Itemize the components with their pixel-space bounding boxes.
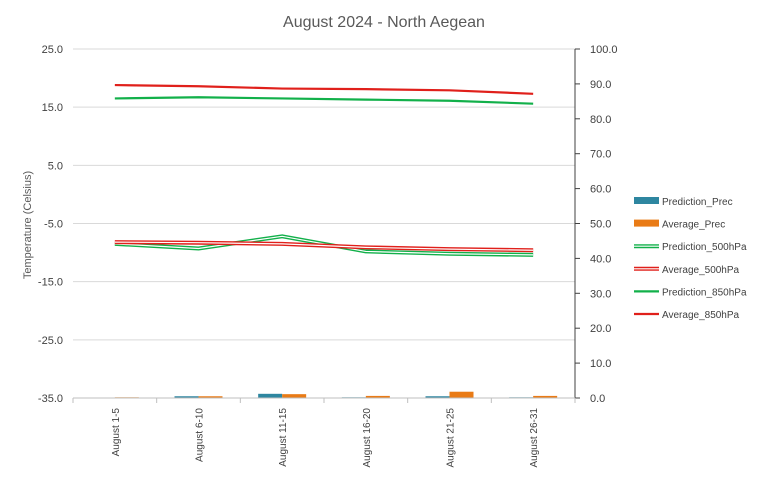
x-tick-label: August 16-20 bbox=[362, 408, 373, 468]
line-core-Average_500hPa bbox=[114, 241, 534, 251]
y2-tick-label: 40.0 bbox=[590, 253, 611, 265]
x-tick-label: August 21-25 bbox=[446, 408, 457, 468]
bar-Average_Prec bbox=[533, 395, 558, 398]
y-tick-label: -35.0 bbox=[38, 393, 63, 405]
y2-tick-label: 20.0 bbox=[590, 323, 611, 335]
y2-tick-label: 100.0 bbox=[590, 44, 618, 56]
legend-label: Prediction_850hPa bbox=[662, 287, 747, 298]
y-tick-label: 15.0 bbox=[42, 102, 63, 114]
gridlines bbox=[73, 48, 575, 399]
x-tick-label: August 11-15 bbox=[278, 408, 289, 467]
y2-tick-label: 10.0 bbox=[590, 358, 611, 370]
y2-tick-label: 70.0 bbox=[590, 149, 611, 161]
chart-title: August 2024 - North Aegean bbox=[283, 14, 485, 31]
y-axis-title: Temperature (Celsius) bbox=[22, 171, 34, 279]
bar-Prediction_Prec bbox=[174, 396, 199, 398]
y-tick-label: 25.0 bbox=[42, 44, 63, 56]
legend-label: Prediction_Prec bbox=[662, 197, 733, 208]
legend-swatch bbox=[634, 219, 659, 227]
y2-tick-label: 50.0 bbox=[590, 219, 611, 231]
y2-tick-label: 60.0 bbox=[590, 184, 611, 196]
bar-Prediction_Prec bbox=[258, 393, 283, 398]
y-tick-label: 5.0 bbox=[48, 160, 63, 172]
y-tick-label: -25.0 bbox=[38, 335, 63, 347]
line-Prediction_850hPa bbox=[114, 96, 534, 105]
y-tick-label: -5.0 bbox=[44, 219, 63, 231]
bars bbox=[90, 391, 558, 399]
legend-swatch bbox=[634, 197, 659, 204]
y2-tick-label: 90.0 bbox=[590, 79, 611, 91]
bar-Average_Prec bbox=[449, 391, 474, 398]
axes: 25.0 15.0 5.0 -5.0 -15.0 -25.0 -35.0 100.0 90.0 8… bbox=[38, 44, 618, 468]
bar-Average_Prec bbox=[365, 395, 390, 398]
x-tick-label: August 1-5 bbox=[111, 408, 122, 457]
x-tick-label: August 26-31 bbox=[529, 408, 540, 468]
legend-label: Average_Prec bbox=[662, 220, 725, 231]
bar-Prediction_Prec bbox=[425, 396, 450, 398]
legend: Prediction_Prec Average_Prec Prediction_50… bbox=[634, 197, 747, 321]
y2-tick-label: 0.0 bbox=[590, 393, 605, 405]
y-tick-label: -15.0 bbox=[38, 277, 63, 289]
legend-label: Prediction_500hPa bbox=[662, 242, 747, 253]
legend-label: Average_500hPa bbox=[662, 265, 740, 276]
legend-label: Average_850hPa bbox=[662, 310, 740, 321]
x-tick-label: August 6-10 bbox=[195, 408, 206, 462]
bar-Average_Prec bbox=[198, 396, 223, 398]
bar-Average_Prec bbox=[282, 394, 307, 398]
y2-tick-label: 80.0 bbox=[590, 114, 611, 126]
y2-tick-label: 30.0 bbox=[590, 288, 611, 300]
lines bbox=[114, 83, 534, 257]
line-Average_850hPa bbox=[114, 83, 534, 95]
